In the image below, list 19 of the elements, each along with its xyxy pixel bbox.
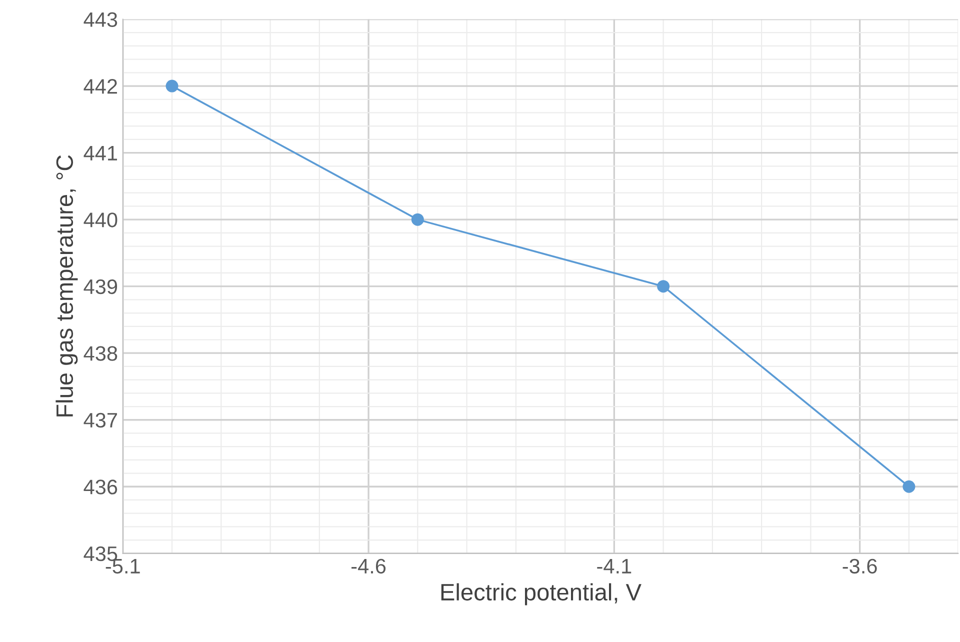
- y-axis-title: Flue gas temperature, °C: [56, 155, 78, 416]
- point: [657, 280, 670, 293]
- y-tick-label: 443: [84, 12, 118, 28]
- x-tick-label: -5.1: [106, 559, 140, 574]
- x-tick-label: -4.6: [352, 558, 386, 574]
- y-tick-label: 437: [84, 412, 117, 428]
- y-tick-label: 435: [84, 546, 118, 562]
- y-tick-label: 438: [84, 346, 118, 361]
- y-tick-label: 442: [84, 79, 117, 94]
- y-tick-label: 440: [84, 212, 118, 228]
- point: [166, 80, 178, 92]
- y-tick-label: 439: [84, 279, 118, 294]
- x-tick-label: -4.1: [597, 559, 632, 574]
- point: [411, 213, 424, 226]
- y-tick-label: 441: [84, 146, 118, 160]
- point: [902, 480, 916, 493]
- x-tick-label: -3.6: [842, 558, 877, 574]
- y-tick-label: 436: [84, 480, 118, 494]
- x-axis-title: Electric potential, V: [441, 583, 642, 606]
